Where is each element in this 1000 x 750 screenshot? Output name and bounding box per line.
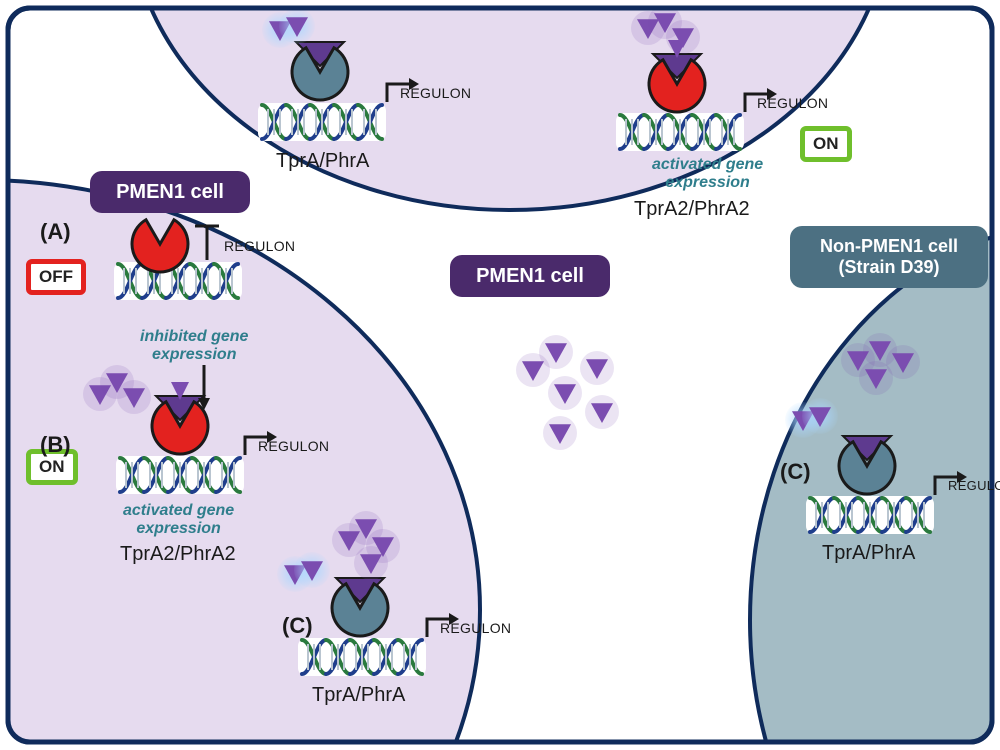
label-C-left: (C) [282,613,313,639]
inhibited: inhibited gene expression [140,328,248,364]
receptor-top-left [292,42,348,100]
label-C-right: (C) [780,459,811,485]
regulon-top-right: REGULON [757,95,828,111]
tprA-top-left: TprA/PhrA [276,150,369,173]
dna-helix [298,638,426,676]
tprA2-B: TprA2/PhrA2 [120,543,236,566]
activated-B: activated gene expression [123,502,234,538]
regulon-C-left: REGULON [440,620,511,636]
activated-top: activated gene expression [652,156,763,192]
on-badge-top: ON [800,126,852,162]
tprA-C-left: TprA/PhrA [312,684,405,707]
dna-helix [114,262,242,300]
tprA-C-right: TprA/PhrA [822,542,915,565]
label-A: (A) [40,219,71,245]
dna-helix [258,103,386,141]
regulon-top-left: REGULON [400,85,471,101]
regulon-B: REGULON [258,438,329,454]
regulon-C-right: REGULON [948,478,1000,493]
pmen1-cell-center-label: PMEN1 cell [450,255,610,297]
dna-helix [806,496,934,534]
tprA2-top: TprA2/PhrA2 [634,198,750,221]
dna-helix [616,113,744,151]
off-badge: OFF [26,259,86,295]
dna-helix [116,456,244,494]
receptor-C-right [839,436,895,494]
regulon-A: REGULON [224,238,295,254]
diagram-canvas [0,0,1000,750]
nonpmen1-cell-label: Non-PMEN1 cell (Strain D39) [790,226,988,288]
pmen1-cell-left-label: PMEN1 cell [90,171,250,213]
label-B: (B) [40,432,71,458]
receptor-C-left [332,578,388,636]
